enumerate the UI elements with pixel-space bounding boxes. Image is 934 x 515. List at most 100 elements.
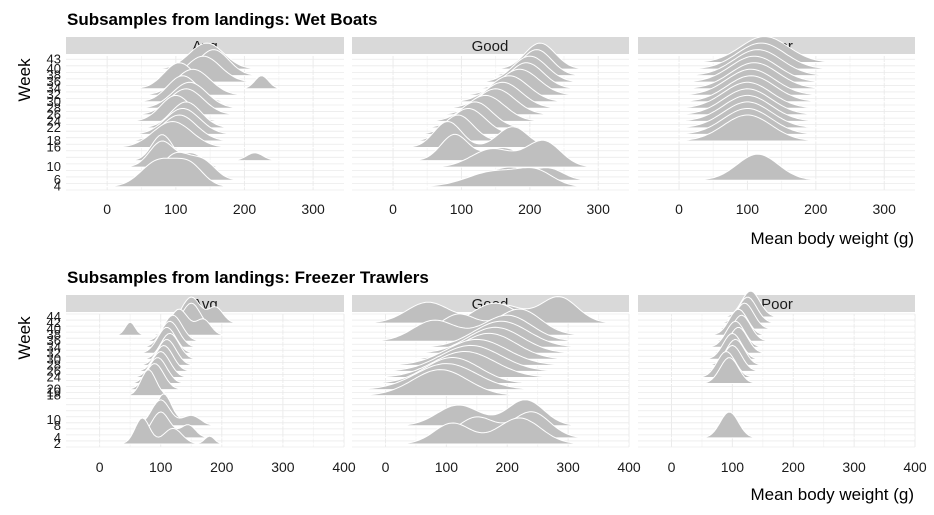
x-tick-label: 0 (96, 459, 104, 475)
ridge-week-30 (638, 332, 915, 360)
ridge-week-24 (638, 350, 915, 378)
x-tick-labels: 0 100 200 300 (675, 201, 896, 217)
x-tick-label: 200 (233, 201, 257, 217)
freezer-trawlers-y-axis-title: Week (15, 316, 34, 360)
wet-boats-title: Subsamples from landings: Wet Boats (67, 10, 377, 29)
grid (638, 313, 916, 448)
x-tick-labels: 0 100 200 300 400 (96, 459, 356, 475)
y-tick-label: 22 (47, 120, 61, 135)
ridge-week-20 (352, 108, 629, 135)
y-tick-label: 28 (47, 357, 61, 372)
x-tick-label: 100 (164, 201, 188, 217)
freezer-trawlers-facet-avg: Avg 0 100 200 300 400 (66, 295, 356, 475)
ridge-week-36 (66, 314, 344, 342)
y-tick-label: 6 (54, 172, 61, 187)
ridge-week-28 (66, 339, 344, 366)
ridge-week-4 (352, 411, 629, 439)
strip (638, 295, 915, 312)
x-tick-label: 300 (587, 201, 611, 217)
y-tick-label: 40 (47, 61, 61, 76)
y-tick-label: 30 (47, 94, 61, 109)
ridge-week-26 (352, 344, 629, 372)
x-tick-label: 0 (668, 459, 676, 475)
y-tick-label: 32 (47, 87, 61, 102)
ridge-week-32 (638, 327, 915, 354)
y-tick-label: 44 (47, 309, 61, 324)
y-tick-label: 18 (47, 133, 61, 148)
y-tick-label: 24 (47, 370, 61, 385)
y-tick-label: 2 (54, 436, 61, 451)
y-tick-label: 20 (47, 382, 61, 397)
ridge-week-18 (351, 369, 629, 397)
ridge-week-32 (66, 327, 344, 354)
plot-area: 0 100 200 300 400 (66, 296, 356, 475)
ridge-week-32 (638, 68, 915, 96)
ridge-week-34 (66, 320, 344, 348)
ridge-week-36 (638, 55, 915, 83)
ridge-week-4 (66, 411, 344, 439)
y-tick-label: 28 (47, 100, 61, 115)
ridge-week-26 (638, 344, 915, 372)
ridge-week-36 (66, 55, 344, 83)
x-tick-label: 200 (782, 459, 806, 475)
freezer-trawlers-x-axis-title: Mean body weight (g) (751, 485, 914, 504)
x-tick-label: 100 (736, 201, 760, 217)
y-tick-label: 30 (47, 351, 61, 366)
ridge-week-26 (66, 88, 344, 116)
ridge-week-44 (638, 290, 915, 318)
x-tick-labels: 0 100 200 300 (103, 201, 325, 217)
y-tick-label: 34 (47, 81, 61, 96)
y-tick-label: 4 (54, 179, 61, 194)
y-tick-label: 38 (47, 327, 61, 342)
ridge-week-22 (638, 357, 915, 384)
strip-label: Poor (761, 296, 793, 313)
x-tick-label: 200 (496, 459, 520, 475)
y-tick-label: 26 (47, 107, 61, 122)
ridge-week-24 (66, 350, 344, 378)
ridge-week-10 (66, 393, 344, 421)
ridge-week-34 (638, 62, 915, 90)
wet-boats-x-axis-title: Mean body weight (g) (751, 229, 914, 248)
x-tick-label: 200 (804, 201, 828, 217)
ridge-week-20 (66, 363, 344, 391)
ridge-week-28 (66, 81, 344, 109)
ridge-week-38 (66, 308, 344, 336)
x-tick-label: 400 (903, 459, 927, 475)
wet-boats-facet-good: Good 0 100 200 300 (352, 37, 629, 217)
strip-label: Good (472, 38, 509, 55)
x-tick-label: 300 (271, 459, 295, 475)
ridge-week-28 (638, 338, 915, 366)
y-tick-label: 10 (47, 412, 61, 427)
ridge-week-18 (66, 114, 344, 142)
y-tick-label: 34 (47, 339, 61, 354)
ridge-week-16 (66, 120, 344, 148)
y-tick-label: 19 (47, 385, 61, 400)
y-tick-label: 4 (54, 430, 61, 445)
freezer-trawlers-panel: Subsamples from landings: Freezer Trawle… (15, 268, 927, 504)
x-tick-label: 300 (301, 201, 325, 217)
ridge-week-36 (352, 55, 629, 83)
x-tick-label: 300 (556, 459, 580, 475)
ridge-week-26 (66, 344, 344, 372)
ridge-week-30 (638, 75, 915, 103)
y-tick-label: 8 (54, 418, 61, 433)
ridge-week-40 (638, 302, 915, 330)
x-tick-labels: 0 100 200 300 (389, 201, 610, 217)
x-tick-label: 0 (389, 201, 397, 217)
plot-area: 0 100 200 300 (66, 42, 344, 217)
ridge-week-22 (352, 101, 629, 129)
ridge-week-24 (352, 94, 629, 122)
y-tick-label: 43 (47, 51, 61, 66)
ridge-week-4 (638, 411, 915, 439)
y-tick-label: 42 (47, 315, 61, 330)
wet-boats-panel: Subsamples from landings: Wet Boats Week… (15, 10, 915, 248)
y-tick-label: 18 (47, 388, 61, 403)
x-tick-label: 100 (721, 459, 745, 475)
plot-area: 0 100 200 300 (638, 35, 915, 217)
ridge-week-32 (66, 68, 344, 96)
ridge-week-6 (66, 151, 344, 181)
